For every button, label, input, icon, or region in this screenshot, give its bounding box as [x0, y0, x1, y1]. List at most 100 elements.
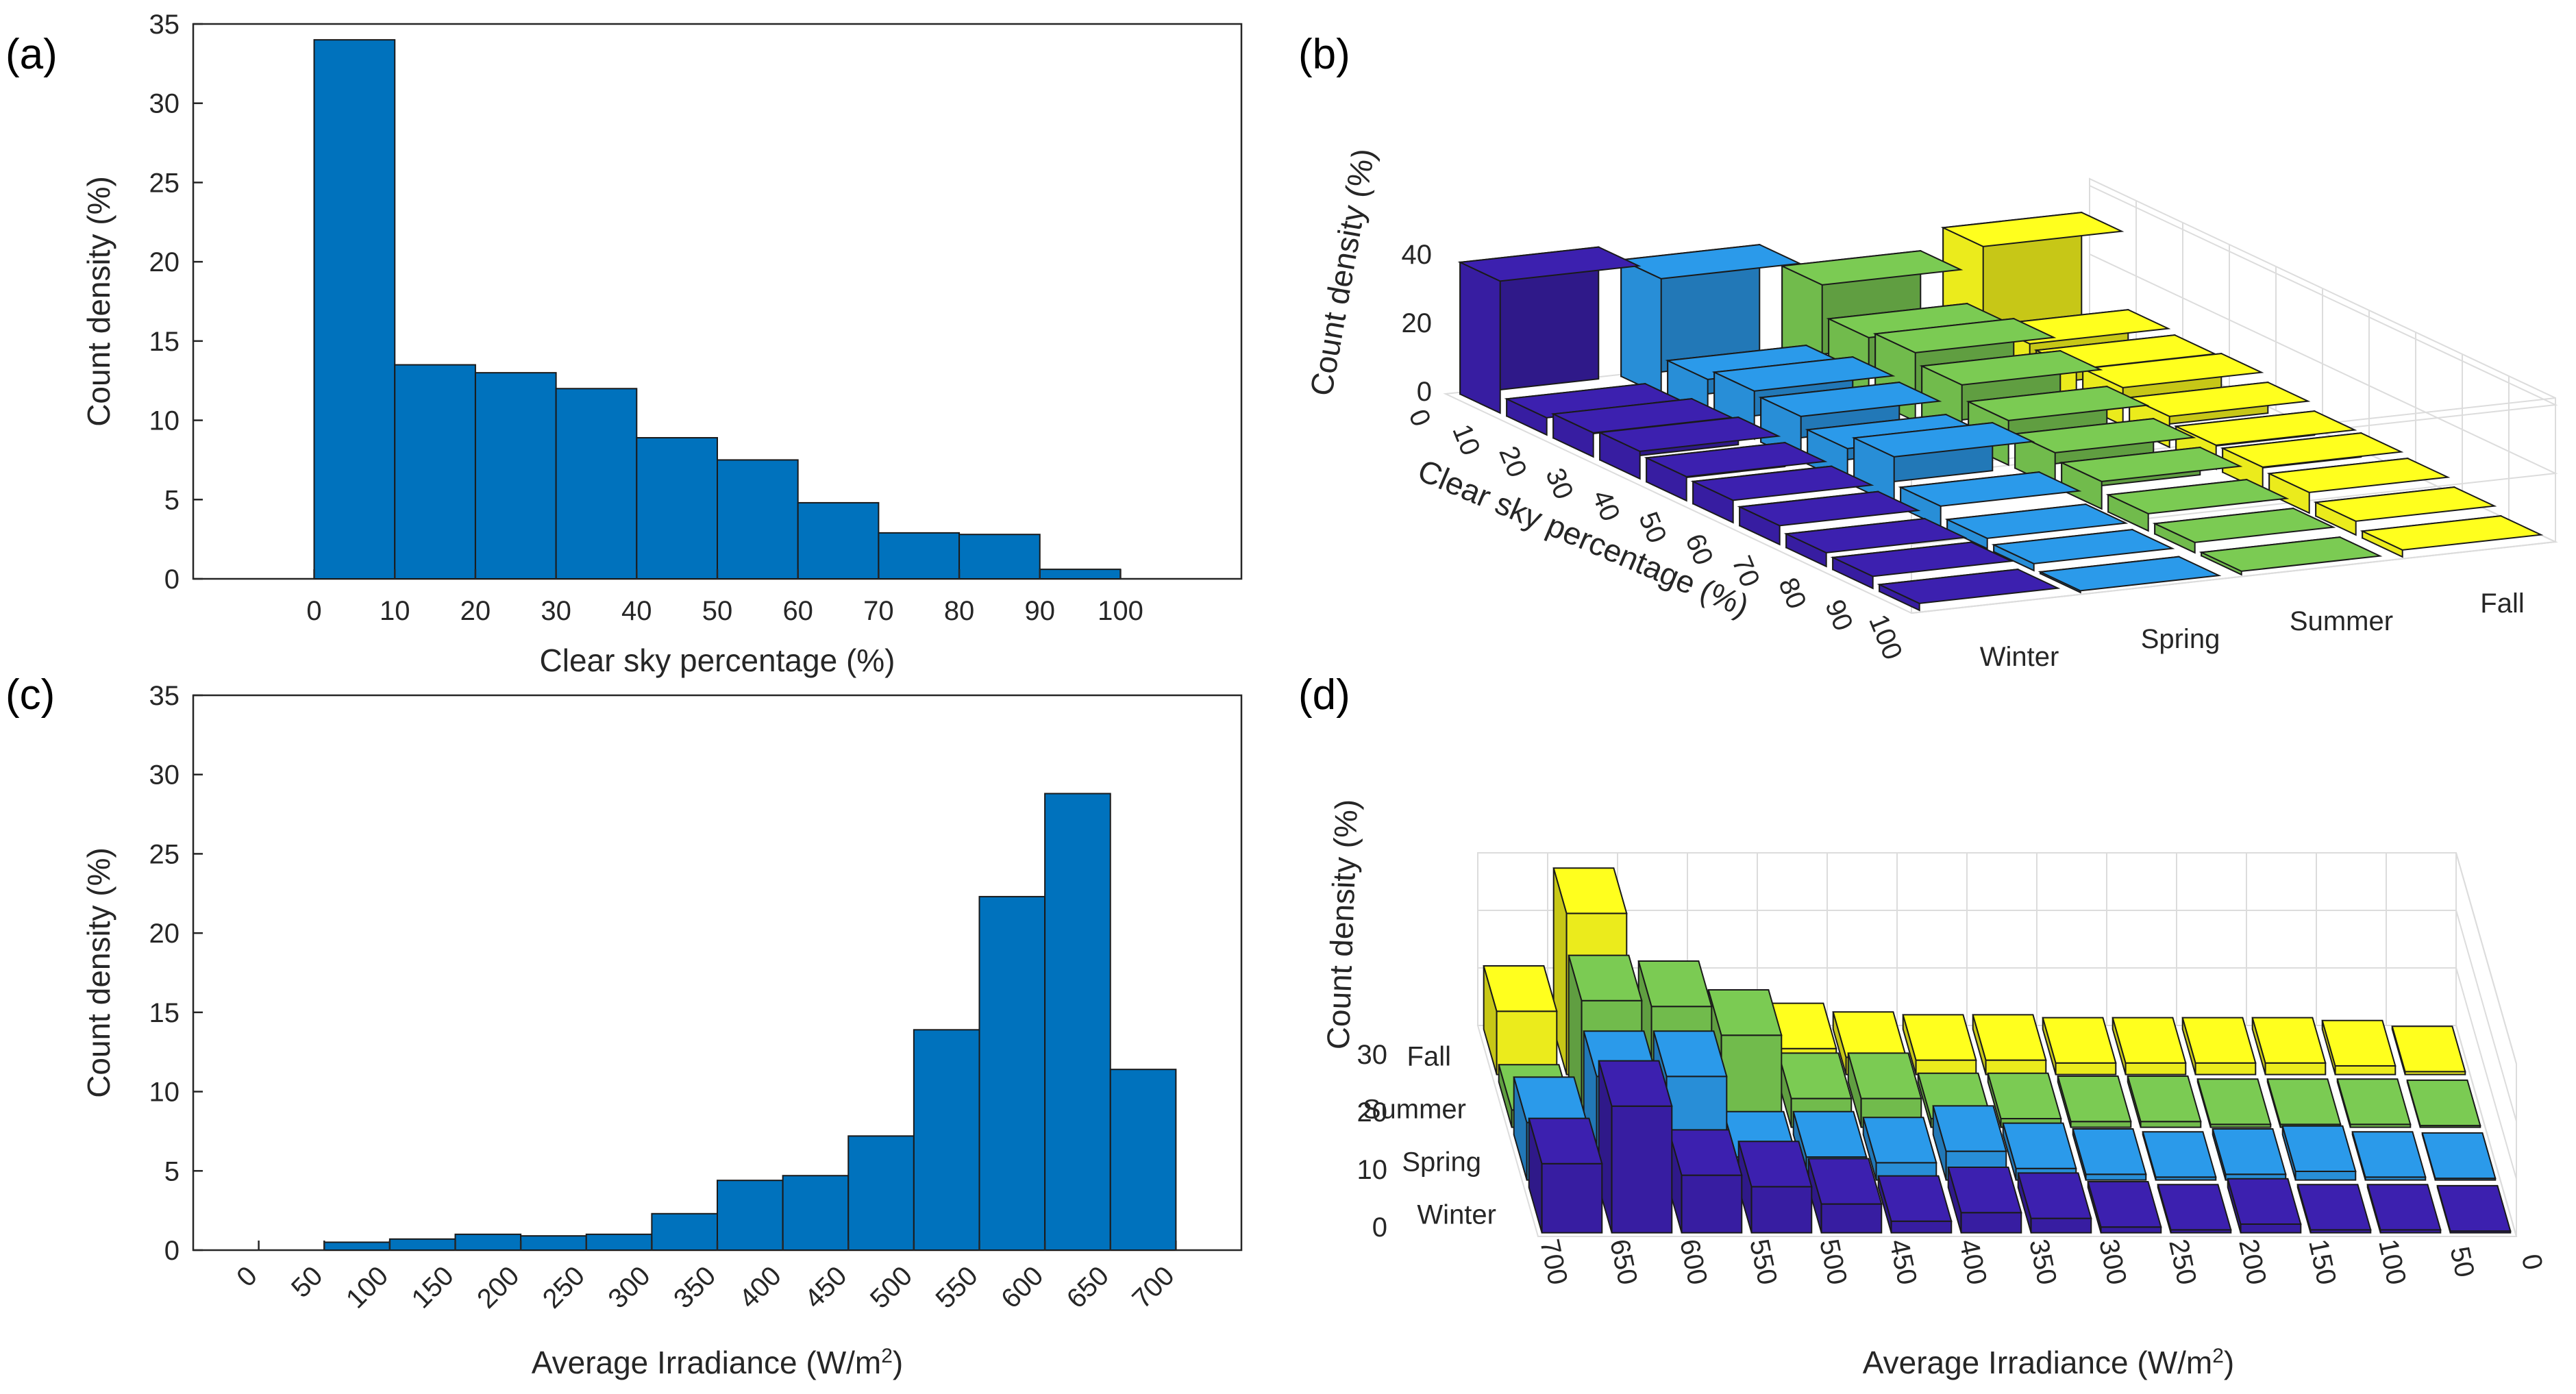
bar-top — [2266, 458, 2451, 493]
series-tick-label: Spring — [1402, 1147, 1481, 1178]
z-tick-label: 10 — [1357, 1155, 1388, 1185]
x-tick-label: 650 — [1604, 1236, 1643, 1287]
grid-line — [1478, 967, 2517, 1180]
series-tick-label: Fall — [2480, 588, 2524, 619]
bar-c-11 — [978, 895, 1046, 1251]
x-tick-label: 500 — [865, 1260, 918, 1314]
panel-label-c: (c) — [5, 671, 55, 719]
bar-b-spring-5 — [1851, 421, 2035, 506]
bar-c-3 — [454, 1233, 522, 1252]
bar-front — [1681, 1174, 1743, 1234]
bar-b-spring-8 — [1991, 528, 2175, 572]
bar-top — [1652, 1030, 1728, 1078]
bar-top — [2336, 1078, 2412, 1125]
series-tick-label: Winter — [1417, 1200, 1496, 1230]
bar-d-winter-10 — [2227, 1178, 2302, 1234]
bar-b-winter-0 — [1457, 246, 1642, 414]
bar-b-winter-6 — [1737, 490, 1921, 546]
bar-top — [2012, 418, 2196, 453]
bar-a-1 — [394, 364, 476, 580]
bar-top — [1851, 422, 2035, 458]
x-tick-label: 100 — [1863, 610, 1908, 664]
bar-d-spring-5 — [1862, 1117, 1937, 1181]
x-tick-label: 250 — [2163, 1236, 2202, 1287]
y-tick-label: 0 — [164, 564, 179, 595]
x-tick-label: 30 — [1539, 464, 1578, 503]
bar-top — [1919, 350, 2103, 386]
bar-b-fall-6 — [2220, 432, 2404, 493]
x-axis-label-d: Average Irradiance (W/m2) — [1863, 1345, 2234, 1381]
bar-top — [1737, 1141, 1813, 1188]
bar-b-spring-0 — [1618, 243, 1803, 397]
x-tick-label: 550 — [930, 1260, 984, 1314]
bar-front — [2070, 1121, 2132, 1128]
bar-d-fall-9 — [2111, 1017, 2187, 1075]
bar-c-12 — [1044, 793, 1111, 1251]
bar-top — [1690, 465, 1874, 501]
bar-d-summer-8 — [2057, 1075, 2132, 1128]
bar-front — [2194, 1062, 2257, 1075]
x-tick-label: 650 — [1061, 1260, 1115, 1314]
bar-top — [1711, 356, 1896, 392]
z-tick-label: 20 — [1402, 308, 1433, 338]
bar-a-6 — [797, 501, 880, 580]
bar-top — [1807, 1158, 1883, 1205]
bar-d-summer-7 — [1987, 1072, 2062, 1128]
bar-d-fall-0 — [1483, 965, 1558, 1075]
bar-c-6 — [651, 1212, 718, 1252]
bar-top — [2042, 1017, 2117, 1064]
bar-top — [2281, 1125, 2357, 1172]
bar-top — [2181, 1017, 2257, 1064]
x-tick-label: 90 — [1025, 596, 1056, 626]
y-tick-label: 5 — [164, 485, 179, 515]
bar-front — [1915, 1059, 1977, 1075]
bar-front — [1620, 258, 1662, 397]
bar-c-4 — [520, 1235, 587, 1251]
z-tick-label: 20 — [1357, 1097, 1388, 1128]
bar-d-spring-8 — [2072, 1128, 2147, 1181]
x-tick-label: 300 — [2093, 1236, 2132, 1287]
x-tick-label: 400 — [734, 1260, 787, 1314]
x-tick-label: 80 — [944, 596, 975, 626]
bar-top — [2251, 1017, 2327, 1064]
bar-top — [1779, 250, 1964, 286]
bar-a-3 — [555, 388, 638, 580]
z-tick-label: 30 — [1357, 1040, 1388, 1070]
x-axis-label-c: Average Irradiance (W/m2) — [532, 1345, 903, 1381]
z-axis-label-b: Count density (%) — [1303, 146, 1382, 399]
bar-top — [1618, 244, 1803, 279]
y-tick-label: 30 — [149, 760, 180, 791]
bar-top — [2017, 1172, 2092, 1219]
bar-front — [1750, 1186, 1813, 1234]
bar-top — [1792, 1110, 1868, 1158]
x-tick-label: 150 — [2303, 1236, 2342, 1287]
bar-b-winter-5 — [1690, 465, 1874, 524]
bar-c-10 — [913, 1029, 980, 1252]
bar-top — [2111, 1017, 2187, 1064]
bar-top — [2105, 479, 2290, 514]
y-tick-label: 0 — [164, 1236, 179, 1266]
y-tick-label: 30 — [149, 89, 180, 119]
bar-b-spring-6 — [1898, 471, 2082, 528]
bar-top — [1637, 960, 1713, 1008]
bar-b-winter-4 — [1644, 441, 1828, 502]
bar-top — [2436, 1184, 2512, 1232]
bar-front — [2085, 1173, 2147, 1181]
bar-d-spring-9 — [2142, 1131, 2217, 1181]
bar-a-9 — [1039, 569, 1122, 580]
bar-d-spring-7 — [2002, 1122, 2077, 1181]
series-tick-label: Summer — [1363, 1095, 1466, 1125]
x-tick-label: 0 — [1402, 406, 1436, 431]
bar-b-summer-7 — [2105, 478, 2290, 532]
bar-top — [1707, 989, 1783, 1036]
y-axis-label-a: Count density (%) — [81, 176, 116, 427]
y-tick-label: 10 — [149, 406, 180, 436]
x-tick-label: 90 — [1819, 595, 1858, 635]
x-tick-label: 0 — [231, 1260, 263, 1293]
bar-front — [1611, 1105, 1673, 1234]
bar-c-5 — [585, 1233, 653, 1252]
bar-top — [2142, 1131, 2217, 1178]
bar-top — [2152, 508, 2336, 543]
y-tick-label: 15 — [149, 998, 180, 1028]
bar-d-spring-11 — [2281, 1125, 2357, 1181]
